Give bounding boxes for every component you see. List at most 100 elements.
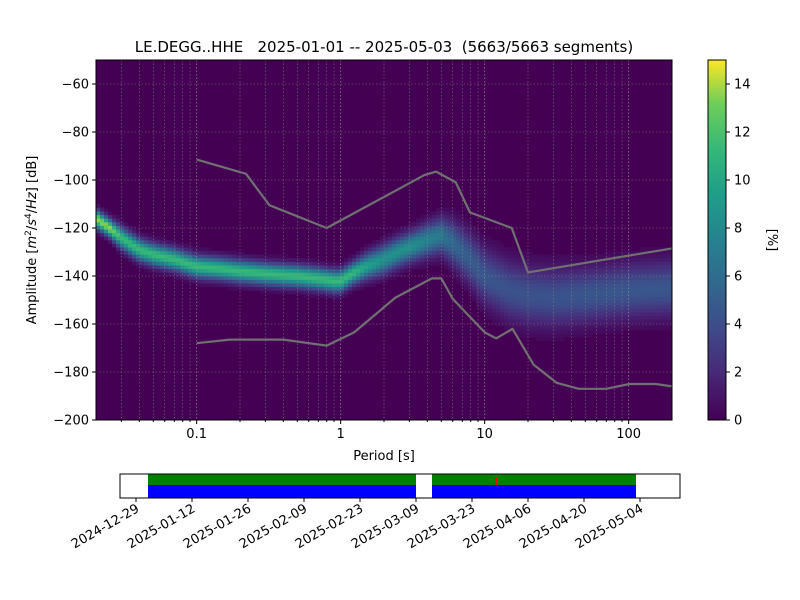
heatmap-cell [584, 315, 589, 320]
heatmap-cell [432, 218, 437, 223]
colorbar-tick-label: 12 [734, 126, 751, 141]
heatmap-cell [376, 254, 381, 259]
heatmap-cell [540, 304, 545, 309]
heatmap-cell [576, 283, 581, 288]
heatmap-cell [356, 276, 361, 280]
heatmap-cell [140, 258, 145, 262]
heatmap-cell [632, 286, 637, 291]
heatmap-cell [544, 294, 549, 298]
heatmap-cell [528, 297, 533, 302]
heatmap-cell [580, 312, 585, 316]
heatmap-cell [140, 265, 145, 270]
heatmap-cell [408, 222, 413, 226]
heatmap-cell [156, 243, 161, 248]
heatmap-cell [504, 247, 509, 252]
heatmap-cell [392, 265, 397, 270]
heatmap-cell [652, 290, 657, 295]
heatmap-cell [120, 236, 125, 241]
heatmap-cell [596, 279, 601, 284]
heatmap-cell [340, 294, 345, 298]
heatmap-cell [660, 326, 665, 331]
heatmap-cell [436, 254, 441, 259]
heatmap-cell [652, 304, 657, 309]
heatmap-cell [432, 225, 437, 230]
heatmap-cell [480, 247, 485, 252]
heatmap-cell [544, 319, 549, 324]
heatmap-cell [136, 258, 141, 262]
heatmap-cell [284, 279, 289, 284]
heatmap-cell [212, 268, 217, 273]
heatmap-cell [248, 268, 253, 273]
heatmap-cell [456, 276, 461, 280]
noise-model-curves [196, 158, 673, 390]
heatmap-cell [572, 272, 577, 277]
heatmap-cell [268, 258, 273, 262]
heatmap-cell [380, 265, 385, 270]
heatmap-cell [664, 276, 669, 280]
heatmap-cell [596, 315, 601, 320]
heatmap-cell [496, 301, 501, 306]
heatmap-cell [516, 304, 521, 309]
heatmap-cell [580, 279, 585, 284]
heatmap-cell [504, 254, 509, 259]
heatmap-cell [272, 265, 277, 270]
heatmap-cell [452, 276, 457, 280]
heatmap-cell [488, 265, 493, 270]
heatmap-cell [612, 261, 617, 266]
heatmap-cell [528, 261, 533, 266]
heatmap-cell [444, 258, 449, 262]
heatmap-cell [512, 297, 517, 302]
heatmap-cell [648, 286, 653, 291]
heatmap-cell [408, 243, 413, 248]
heatmap-cell [604, 326, 609, 331]
heatmap-cell [192, 261, 197, 266]
heatmap-cell [424, 258, 429, 262]
heatmap-cell [604, 322, 609, 327]
heatmap-cell [524, 301, 529, 306]
heatmap-cell [524, 250, 529, 255]
heatmap-cell [228, 286, 233, 291]
heatmap-cell [508, 261, 513, 266]
heatmap-cell [544, 268, 549, 273]
heatmap-cell [516, 330, 521, 334]
heatmap-cell [176, 276, 181, 280]
heatmap-cell [216, 279, 221, 284]
heatmap-cell [224, 268, 229, 273]
heatmap-cell [204, 276, 209, 280]
heatmap-cell [536, 301, 541, 306]
heatmap-cell [560, 286, 565, 291]
heatmap-cell [640, 297, 645, 302]
heatmap-cell [320, 290, 325, 295]
heatmap-cell [600, 297, 605, 302]
heatmap-cell [464, 276, 469, 280]
heatmap-cell [668, 326, 673, 331]
heatmap-cell [584, 319, 589, 324]
heatmap-cell [420, 243, 425, 248]
heatmap-cell [624, 272, 629, 277]
heatmap-cell [376, 279, 381, 284]
heatmap-cell [416, 232, 421, 237]
heatmap-cell [608, 286, 613, 291]
heatmap-cell [584, 272, 589, 277]
heatmap-cell [412, 236, 417, 241]
heatmap-cell [252, 279, 257, 284]
heatmap-cell [644, 297, 649, 302]
heatmap-cell [100, 225, 105, 230]
heatmap-cell [512, 279, 517, 284]
heatmap-cell [500, 250, 505, 255]
heatmap-cell [176, 243, 181, 248]
heatmap-cell [520, 326, 525, 331]
heatmap-cell [648, 319, 653, 324]
heatmap-cell [556, 268, 561, 273]
heatmap-cell [100, 211, 105, 216]
heatmap-cell [208, 276, 213, 280]
heatmap-cell [116, 218, 121, 223]
heatmap-cell [568, 279, 573, 284]
heatmap-cell [400, 232, 405, 237]
heatmap-cell [200, 250, 205, 255]
x-tick-label: 1 [337, 427, 345, 442]
heatmap-cell [320, 272, 325, 277]
heatmap-cell [456, 211, 461, 216]
heatmap-cell [484, 297, 489, 302]
heatmap-cell [660, 312, 665, 316]
